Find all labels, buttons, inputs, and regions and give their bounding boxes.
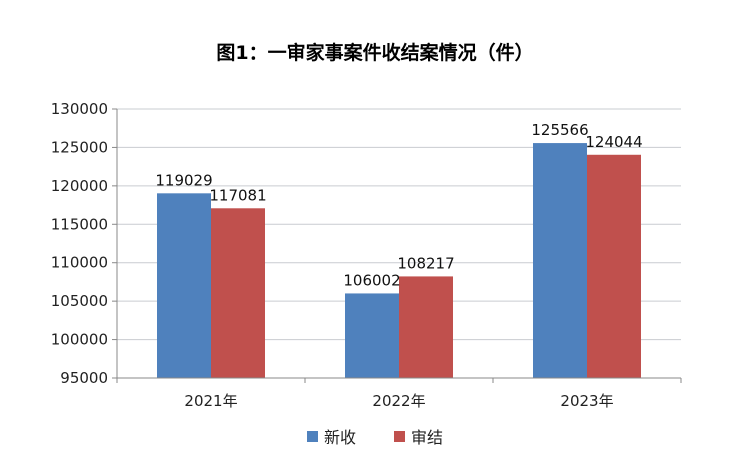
y-tick-label-6: 125000 xyxy=(51,138,108,156)
legend-swatch-series-1 xyxy=(394,430,405,442)
bar-1-2 xyxy=(587,154,641,378)
y-tick-label-2: 105000 xyxy=(51,292,108,310)
bar-1-1 xyxy=(399,276,453,378)
x-tick-label-2: 2023年 xyxy=(560,392,613,410)
legend-item-series-1: 审结 xyxy=(394,424,443,448)
y-tick-label-0: 95000 xyxy=(60,369,108,387)
y-tick-label-3: 110000 xyxy=(51,254,108,272)
legend-swatch-series-0 xyxy=(306,430,318,442)
bar-0-1 xyxy=(345,293,399,378)
chart-title: 图1：一审家事案件收结案情况（件） xyxy=(216,42,534,64)
axes xyxy=(116,109,681,379)
data-label-0-0: 119029 xyxy=(155,171,212,189)
data-label-1-1: 108217 xyxy=(397,254,454,272)
legend: 新收 审结 xyxy=(0,424,750,448)
legend-label-series-0: 新收 xyxy=(323,428,356,447)
bar-0-2 xyxy=(533,143,587,378)
data-label-1-0: 117081 xyxy=(209,186,266,204)
bar-1-0 xyxy=(211,208,265,378)
y-tick-label-4: 115000 xyxy=(51,215,108,233)
bars xyxy=(157,143,641,378)
bar-0-0 xyxy=(157,193,211,378)
data-label-0-2: 125566 xyxy=(531,121,588,139)
x-tick-label-1: 2022年 xyxy=(372,392,425,410)
x-tick-label-0: 2021年 xyxy=(184,392,237,410)
y-tick-label-5: 120000 xyxy=(51,177,108,195)
y-tick-label-7: 130000 xyxy=(51,100,108,118)
legend-item-series-0: 新收 xyxy=(306,424,356,448)
data-label-0-1: 106002 xyxy=(343,271,400,289)
data-label-1-2: 124044 xyxy=(585,133,642,151)
y-axis-ticks: 95000 100000 105000 110000 115000 120000 12500… xyxy=(51,100,117,387)
legend-label-series-1: 审结 xyxy=(411,428,444,447)
y-tick-label-1: 100000 xyxy=(51,331,108,349)
x-axis-ticks: 2021年 2022年 2023年 xyxy=(116,378,682,410)
